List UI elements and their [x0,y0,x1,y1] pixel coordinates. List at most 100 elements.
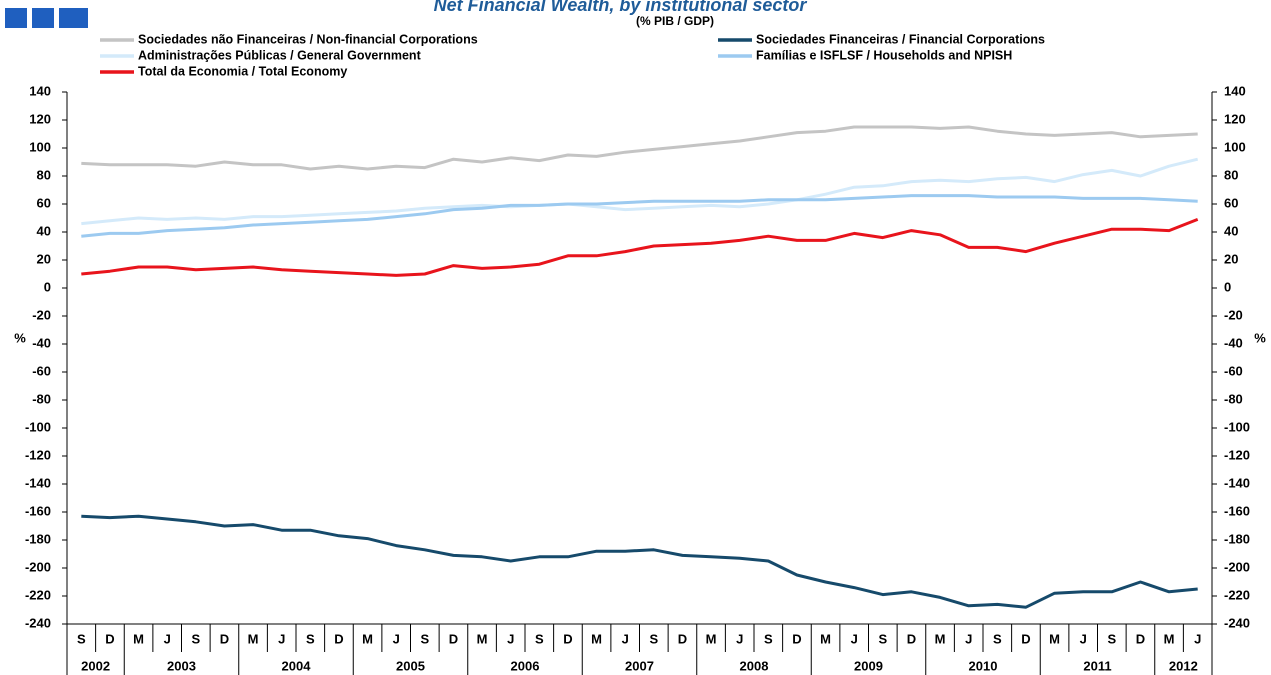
x-tick-label: S [993,631,1002,646]
y2-tick-label: -240 [1224,615,1250,630]
x-tick-label: J [851,631,858,646]
y-tick-label: -100 [25,419,51,434]
x-tick-label: S [878,631,887,646]
y-tick-label: -40 [32,335,51,350]
x-tick-label: J [965,631,972,646]
x-tick-label: S [764,631,773,646]
y-tick-label: 140 [29,83,51,98]
y-tick-label: -240 [25,615,51,630]
x-tick-label: M [935,631,946,646]
year-label: 2004 [282,658,312,673]
legend-label: Sociedades não Financeiras / Non-financi… [138,32,478,46]
y2-tick-label: -140 [1224,475,1250,490]
series-line [81,157,1199,226]
y2-tick-label: 100 [1224,139,1246,154]
y-tick-label: -120 [25,447,51,462]
x-tick-label: S [535,631,544,646]
x-tick-label: M [477,631,488,646]
y-tick-label: -200 [25,559,51,574]
y2-tick-label: 20 [1224,251,1238,266]
y2-tick-label: -180 [1224,531,1250,546]
y2-tick-label: -20 [1224,307,1243,322]
y-tick-label: -180 [25,531,51,546]
y-tick-label: 60 [37,195,51,210]
legend-label: Total da Economia / Total Economy [138,64,347,78]
y2-tick-label: 120 [1224,111,1246,126]
year-label: 2007 [625,658,654,673]
x-tick-label: M [248,631,259,646]
x-tick-label: D [105,631,114,646]
y2-tick-label: 60 [1224,195,1238,210]
x-tick-label: S [306,631,315,646]
x-tick-label: D [678,631,687,646]
y2-tick-label: 40 [1224,223,1238,238]
y2-axis-label: % [1254,330,1266,345]
y-tick-label: 40 [37,223,51,238]
x-tick-label: J [278,631,285,646]
series-line [81,218,1199,277]
y-tick-label: 120 [29,111,51,126]
y-tick-label: -60 [32,363,51,378]
y-tick-label: -20 [32,307,51,322]
legend-label: Administrações Públicas / General Govern… [138,48,422,62]
year-label: 2009 [854,658,883,673]
y-tick-label: -220 [25,587,51,602]
year-label: 2005 [396,658,425,673]
y2-tick-label: -100 [1224,419,1250,434]
x-tick-label: S [1107,631,1116,646]
year-label: 2008 [740,658,769,673]
y-tick-label: -80 [32,391,51,406]
x-tick-label: D [1136,631,1145,646]
y-tick-label: 80 [37,167,51,182]
x-tick-label: J [393,631,400,646]
y2-tick-label: -220 [1224,587,1250,602]
chart-title: Net Financial Wealth, by institutional s… [434,0,808,15]
x-tick-label: D [907,631,916,646]
year-label: 2003 [167,658,196,673]
x-tick-label: M [820,631,831,646]
y2-tick-label: -60 [1224,363,1243,378]
y-tick-label: 20 [37,251,51,266]
y2-tick-label: 80 [1224,167,1238,182]
y-tick-label: 100 [29,139,51,154]
logo-square [59,8,88,28]
legend-label: Famílias e ISFLSF / Households and NPISH [756,48,1012,62]
y-tick-label: -160 [25,503,51,518]
logo-square [5,8,27,28]
chart-subtitle: (% PIB / GDP) [636,14,714,28]
x-tick-label: J [164,631,171,646]
year-label: 2010 [969,658,998,673]
x-tick-label: J [1080,631,1087,646]
x-tick-label: J [622,631,629,646]
series-line [81,194,1198,238]
x-tick-label: S [191,631,200,646]
y-tick-label: 0 [44,279,51,294]
x-tick-label: S [420,631,429,646]
x-tick-label: D [792,631,801,646]
x-tick-label: J [1194,631,1201,646]
x-tick-label: D [1021,631,1030,646]
year-label: 2012 [1169,658,1198,673]
y2-tick-label: -200 [1224,559,1250,574]
x-tick-label: M [591,631,602,646]
y2-tick-label: -40 [1224,335,1243,350]
y2-tick-label: 0 [1224,279,1231,294]
x-tick-label: S [77,631,86,646]
x-tick-label: M [706,631,717,646]
y2-tick-label: -160 [1224,503,1250,518]
year-label: 2006 [511,658,540,673]
y2-tick-label: -120 [1224,447,1250,462]
y2-tick-label: 140 [1224,83,1246,98]
legend-label: Sociedades Financeiras / Financial Corpo… [756,32,1045,46]
x-tick-label: D [563,631,572,646]
year-label: 2011 [1083,658,1111,673]
x-tick-label: M [1164,631,1175,646]
series-line [81,514,1198,609]
series-line [81,125,1198,171]
x-tick-label: D [449,631,458,646]
y-tick-label: -140 [25,475,51,490]
x-tick-label: S [649,631,658,646]
x-tick-label: M [362,631,373,646]
y2-tick-label: -80 [1224,391,1243,406]
